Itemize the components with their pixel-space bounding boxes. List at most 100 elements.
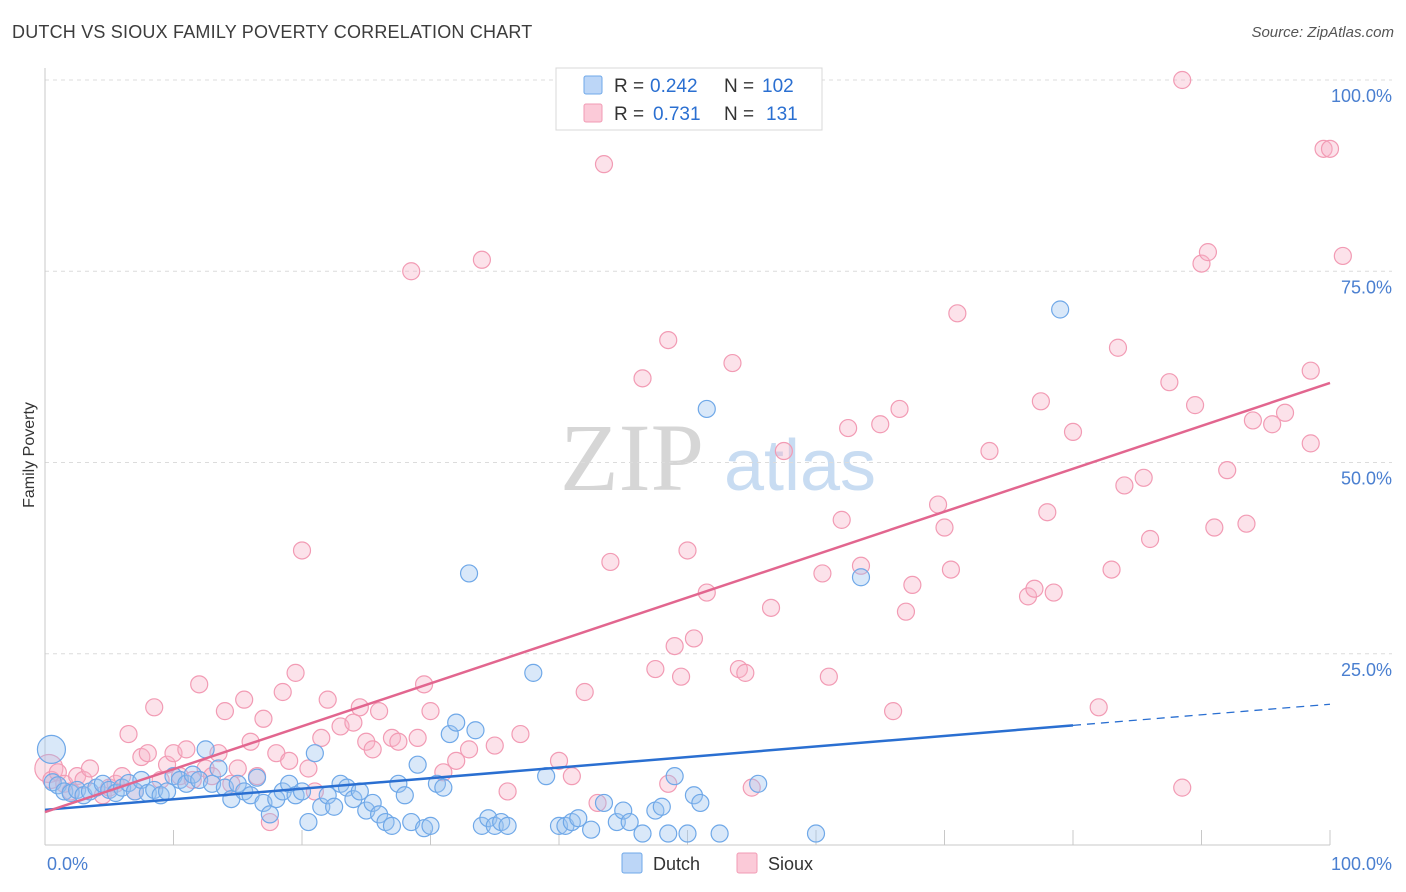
dutch-point (325, 797, 344, 816)
sioux-point (1301, 361, 1320, 380)
sioux-point (119, 724, 138, 744)
trend-lines (44, 381, 1331, 814)
y-tick-label: 100.0% (1331, 86, 1392, 106)
sioux-point (1038, 503, 1057, 522)
sioux-point (145, 698, 164, 717)
sioux-point (601, 552, 620, 572)
legend-n-value-dutch: 102 (762, 76, 794, 97)
sioux-point (665, 636, 684, 656)
dutch-point (749, 774, 768, 793)
sioux-point (1185, 396, 1205, 415)
dutch-point (312, 797, 331, 816)
sioux-point (286, 663, 305, 682)
sioux-trend-line (44, 381, 1331, 814)
dutch-point (1051, 300, 1070, 319)
sioux-point (344, 713, 363, 732)
dutch-point (524, 663, 543, 682)
dutch-point (806, 824, 826, 843)
dutch-point (665, 767, 684, 786)
dutch-point (434, 778, 453, 797)
sioux-point (228, 759, 247, 778)
dutch-point (851, 568, 871, 587)
legend-n-value-sioux: 131 (766, 104, 798, 125)
legend-swatch-sioux (583, 103, 603, 123)
dutch-point (408, 755, 427, 774)
dutch-point (620, 812, 639, 832)
sioux-point (1102, 560, 1121, 579)
legend-bottom: Dutch Sioux (621, 852, 813, 874)
sioux-point (177, 740, 196, 759)
dutch-point (569, 809, 588, 828)
sioux-point (813, 564, 832, 583)
dutch-point (678, 824, 697, 843)
dutch-point (582, 820, 601, 839)
y-tick-label: 25.0% (1341, 660, 1392, 680)
sioux-point (1044, 583, 1063, 602)
sioux-point (1218, 461, 1237, 480)
sioux-point (1237, 514, 1256, 533)
source-label: Source: ZipAtlas.com (1251, 24, 1394, 41)
dutch-point (305, 744, 324, 763)
dutch-point (652, 797, 671, 816)
dutch-point (299, 812, 318, 832)
sioux-point (1108, 338, 1128, 357)
sioux-point (421, 702, 440, 721)
sioux-point (498, 782, 517, 801)
grid-lines (45, 79, 1392, 655)
sioux-point (511, 724, 530, 744)
sioux-point (318, 690, 337, 709)
dutch-point (459, 564, 479, 583)
dutch-point (466, 721, 485, 740)
legend-r-value-sioux: 0.731 (653, 104, 701, 125)
sioux-point (273, 682, 292, 702)
sioux-point (594, 155, 614, 174)
sioux-point (832, 510, 851, 529)
sioux-point (671, 667, 691, 686)
sioux-point (562, 767, 581, 786)
sioux-point (684, 629, 704, 648)
dutch-point (209, 759, 228, 778)
sioux-point (819, 667, 838, 686)
sioux-point (678, 541, 697, 560)
legend-row-dutch: R = 0.242 N = 102 (583, 75, 794, 97)
dutch-point (363, 793, 382, 813)
sioux-point (1263, 415, 1282, 434)
sioux-point (485, 736, 504, 755)
watermark-atlas: atlas (724, 426, 876, 506)
sioux-point (389, 732, 408, 751)
y-tick-label: 75.0% (1341, 277, 1392, 297)
dutch-point (247, 768, 267, 787)
chart-title: DUTCH VS SIOUX FAMILY POVERTY CORRELATIO… (12, 22, 533, 42)
sioux-point (928, 495, 948, 514)
legend-n-label-dutch: N = (724, 76, 754, 97)
dutch-point (292, 782, 312, 801)
sioux-point (903, 575, 922, 595)
sioux-point (292, 541, 312, 560)
sioux-point (1320, 139, 1340, 158)
sioux-point (260, 812, 279, 832)
sioux-point (312, 728, 331, 748)
dutch-point (594, 793, 614, 813)
sioux-points (34, 70, 1352, 832)
sioux-point (138, 744, 157, 763)
legend-r-label-sioux: R = (614, 104, 644, 125)
sioux-point (1301, 434, 1320, 453)
sioux-point (697, 583, 716, 602)
dutch-point (440, 724, 459, 744)
dutch-trend-line (44, 724, 1074, 812)
sioux-point (1025, 579, 1044, 598)
sioux-point (1198, 243, 1218, 262)
sioux-point (588, 793, 607, 813)
dutch-point (633, 824, 652, 843)
sioux-point (1333, 246, 1352, 266)
sioux-point (215, 702, 234, 721)
sioux-point (659, 331, 678, 350)
legend-row-sioux: R = 0.731 N = 131 (583, 103, 798, 125)
sioux-point (254, 709, 273, 728)
sioux-point (723, 353, 742, 373)
sioux-point (948, 304, 967, 323)
dutch-point (607, 812, 626, 832)
dutch-point (36, 734, 67, 764)
dutch-point (691, 793, 710, 813)
x-tick-label: 0.0% (47, 854, 88, 874)
